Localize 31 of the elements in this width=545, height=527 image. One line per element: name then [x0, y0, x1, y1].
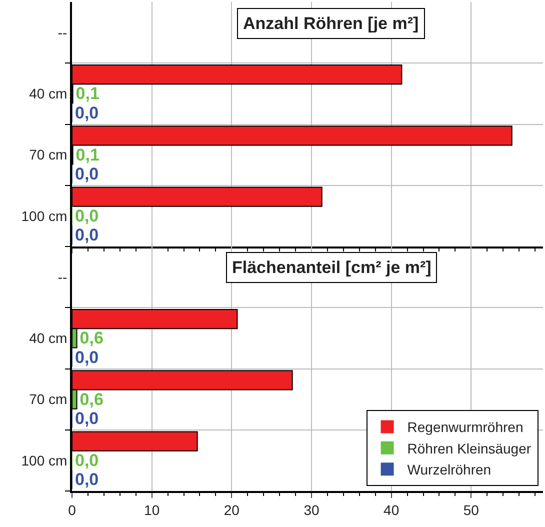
text: Flächenanteil [cm² je m²]	[232, 258, 432, 277]
x-tick-label: 10	[144, 502, 160, 518]
data-label: 0,6	[80, 328, 104, 348]
y-tick-label: 100 cm	[21, 208, 68, 224]
y-tick-label: 70 cm	[29, 146, 68, 163]
legend-label: Wurzelröhren	[407, 462, 492, 478]
data-label: 0,0	[75, 450, 99, 470]
data-label: 0,0	[75, 348, 99, 367]
data-label: 0,0	[75, 164, 99, 184]
x-tick-label: 20	[224, 502, 240, 518]
x-tick-label: 0	[68, 502, 76, 518]
legend-label: Regenwurmröhren	[407, 419, 524, 436]
text: Anzahl Röhren [je m²]	[243, 14, 419, 33]
y-tick-label: --	[58, 268, 68, 285]
data-label: 0,0	[75, 470, 99, 490]
data-label: 0,0	[75, 103, 99, 122]
data-label: 0,6	[80, 390, 104, 409]
data-label: 0,1	[76, 145, 100, 164]
x-tick-label: 30	[304, 502, 320, 518]
y-tick-label: 40 cm	[29, 330, 68, 346]
y-tick-label: 100 cm	[21, 452, 68, 468]
y-tick-label: --	[58, 24, 68, 40]
data-label: 0,1	[76, 84, 100, 104]
x-tick-label: 50	[463, 502, 480, 518]
legend-label: Röhren Kleinsäuger	[407, 440, 532, 456]
data-label: 0,0	[75, 408, 99, 428]
y-tick-label: 40 cm	[29, 86, 68, 102]
data-label: 0,0	[75, 206, 99, 226]
y-tick-label: 70 cm	[29, 391, 68, 408]
data-label: 0,0	[75, 226, 99, 245]
x-tick-label: 40	[384, 502, 400, 518]
